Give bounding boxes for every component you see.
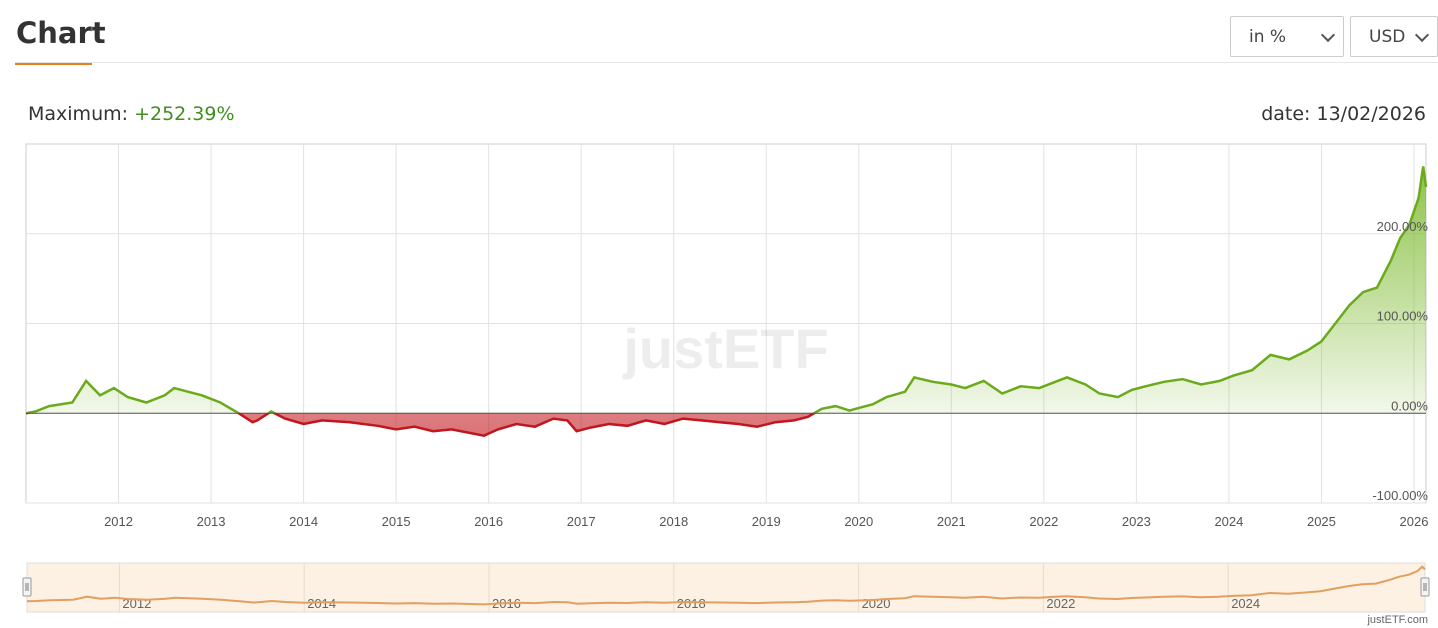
navigator-handle-left[interactable] [22, 577, 32, 597]
date-label: date: 13/02/2026 [1261, 103, 1426, 125]
positive-area [26, 166, 1426, 414]
y-tick-label: 100.00% [1377, 309, 1429, 324]
y-tick-label: -100.00% [1372, 488, 1428, 503]
negative-area [26, 413, 1426, 436]
maximum-label: Maximum: [28, 103, 129, 125]
navigator-series-line [26, 565, 1426, 606]
x-tick-label: 2020 [844, 514, 873, 529]
x-tick-label: 2021 [937, 514, 966, 529]
x-tick-label: 2022 [1029, 514, 1058, 529]
page-title: Chart [16, 16, 106, 50]
watermark: justETF [622, 317, 828, 380]
x-tick-label: 2024 [1214, 514, 1243, 529]
x-tick-label: 2015 [382, 514, 411, 529]
navigator-tick-label: 2022 [1046, 596, 1075, 611]
x-tick-label: 2025 [1307, 514, 1336, 529]
x-tick-label: 2016 [474, 514, 503, 529]
x-tick-label: 2017 [567, 514, 596, 529]
y-tick-label: 0.00% [1391, 398, 1428, 413]
navigator-tick-label: 2024 [1231, 596, 1260, 611]
x-tick-label: 2012 [104, 514, 133, 529]
series-line-negative [25, 413, 817, 438]
title-underline [15, 63, 92, 65]
navigator-tick-label: 2014 [307, 596, 336, 611]
x-tick-label: 2018 [659, 514, 688, 529]
x-tick-label: 2026 [1400, 514, 1429, 529]
credit: justETF.com [1367, 614, 1428, 626]
unit-select-value: in % [1249, 27, 1287, 47]
x-tick-label: 2014 [289, 514, 318, 529]
navigator-handle-right[interactable] [1420, 577, 1430, 597]
y-tick-label: 200.00% [1377, 219, 1429, 234]
navigator-tick-label: 2018 [677, 596, 706, 611]
navigator-window [26, 562, 1426, 613]
currency-select-value: USD [1369, 27, 1406, 47]
series-line-positive [25, 166, 1428, 414]
maximum-value: +252.39% [134, 103, 235, 125]
x-tick-label: 2019 [752, 514, 781, 529]
maximum-summary: Maximum: +252.39% [28, 103, 235, 125]
unit-select[interactable]: in % [1230, 16, 1344, 57]
x-tick-label: 2013 [197, 514, 226, 529]
x-tick-label: 2023 [1122, 514, 1151, 529]
currency-select[interactable]: USD [1350, 16, 1438, 57]
header-divider [15, 62, 1438, 63]
